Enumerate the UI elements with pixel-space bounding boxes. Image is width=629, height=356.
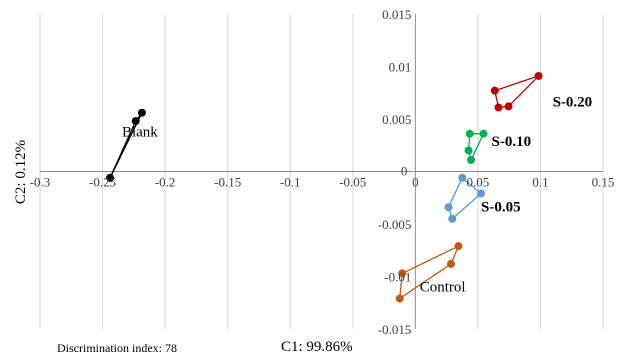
series-outline: [494, 75, 540, 109]
x-tick-label: 0.05: [467, 175, 490, 190]
y-axis-title: C2: 0.12%: [13, 140, 29, 204]
data-point: [479, 129, 488, 138]
y-tick-label: 0.015: [382, 7, 411, 22]
discrimination-index-note: Discrimination index: 78: [57, 341, 177, 355]
data-point: [106, 173, 115, 182]
y-tick-label: -0.005: [378, 217, 412, 232]
data-point: [477, 189, 486, 198]
data-point: [490, 86, 499, 95]
tick-labels: -0.3 -0.25 -0.2 -0.15 -0.1 -0.05 0 0.05 0.1 0.15 0…: [30, 7, 615, 337]
data-point: [467, 155, 476, 164]
data-point: [534, 71, 543, 80]
series-label-s-0-05: S-0.05: [481, 199, 521, 215]
y-tick-label: -0.01: [384, 270, 411, 285]
series-label-blank: Blank: [122, 124, 158, 140]
series-blank: Blank: [106, 108, 158, 182]
x-tick-label: -0.15: [214, 175, 241, 190]
x-tick-label: -0.2: [155, 175, 176, 190]
data-point: [465, 129, 474, 138]
data-point: [444, 203, 453, 212]
x-tick-label: -0.1: [280, 175, 301, 190]
x-tick-label: 0.1: [532, 175, 548, 190]
series-label-s-0-10: S-0.10: [492, 134, 532, 150]
series-label-control: Control: [420, 279, 466, 295]
y-tick-label: 0.01: [389, 60, 412, 75]
series-s-0-20: S-0.20: [490, 71, 593, 112]
axes: [40, 14, 603, 329]
data-point: [494, 103, 503, 112]
x-tick-label: -0.25: [89, 175, 116, 190]
y-tick-label: -0.015: [378, 322, 412, 337]
series-s-0-10: S-0.10: [464, 129, 532, 164]
series-control: Control: [395, 242, 466, 303]
x-tick-label: -0.3: [30, 175, 51, 190]
data-series: Blank S-0.20 S-0.10 S-0.05 Control: [106, 71, 593, 303]
data-point: [137, 108, 146, 117]
data-point: [398, 269, 407, 278]
series-label-s-0-20: S-0.20: [553, 95, 593, 111]
data-point: [395, 294, 404, 303]
data-point: [446, 259, 455, 268]
data-point: [448, 214, 457, 223]
y-tick-label: 0.005: [382, 112, 411, 127]
data-point: [131, 117, 140, 126]
x-tick-label: 0: [412, 175, 419, 190]
y-tick-label: 0: [401, 164, 408, 179]
data-point: [504, 102, 513, 111]
data-point: [458, 173, 467, 182]
x-tick-label: -0.05: [339, 175, 366, 190]
data-point: [454, 242, 463, 251]
series-outline: [109, 112, 143, 179]
x-axis-title: C1: 99.86%: [281, 339, 353, 355]
x-tick-label: 0.15: [592, 175, 615, 190]
data-point: [464, 146, 473, 155]
series-s-0-05: S-0.05: [444, 173, 521, 223]
